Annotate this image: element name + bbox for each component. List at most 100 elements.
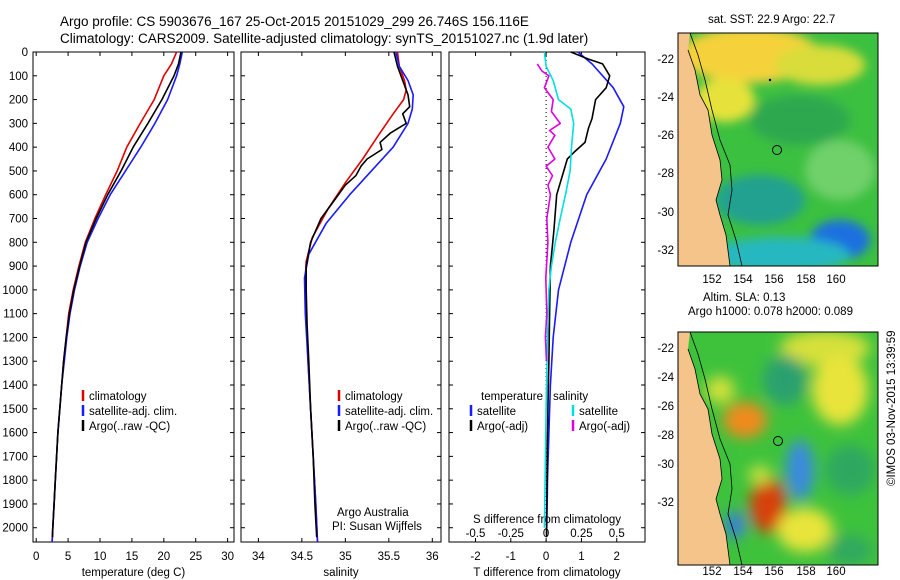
salinity-legend-label: satellite-adj. clim. xyxy=(345,406,433,418)
depth-tick-label: 600 xyxy=(9,190,28,202)
sla-map-title-1: Altim. SLA: 0.13 xyxy=(703,292,786,304)
sla-xtick: 152 xyxy=(702,566,721,578)
header-line-1: Argo profile: CS 5903676_167 25-Oct-2015… xyxy=(60,14,529,29)
depth-tick-label: 700 xyxy=(9,214,28,226)
difference-xtick-label: 0 xyxy=(543,551,549,563)
temperature-xtick-label: 25 xyxy=(189,551,202,563)
temperature-legend-label: Argo(..raw -QC) xyxy=(89,421,170,433)
depth-tick-label: 900 xyxy=(9,261,28,273)
sst-green-patch xyxy=(805,140,875,200)
depth-tick-label: 100 xyxy=(9,71,28,83)
sla-xtick: 160 xyxy=(826,566,845,578)
sla-ytick: -24 xyxy=(657,372,674,384)
temperature-xtick-label: 5 xyxy=(65,551,71,563)
sst-ytick: -24 xyxy=(657,92,674,104)
difference-top-tick-label: -0.25 xyxy=(498,528,524,540)
sst-warm-patch-2 xyxy=(775,45,865,85)
temperature-xlabel: temperature (deg C) xyxy=(82,567,186,579)
difference-frame xyxy=(448,51,646,543)
profile-plots: 0100200300400500600700800900100011001200… xyxy=(2,47,646,579)
depth-tick-label: 1500 xyxy=(2,404,28,416)
difference-xtick-label: -2 xyxy=(470,551,480,563)
sst-ytick: -32 xyxy=(657,245,674,257)
sla-high-patch-2 xyxy=(812,355,868,425)
temperature-xtick-label: 30 xyxy=(221,551,234,563)
salinity-xtick-label: 36 xyxy=(426,551,439,563)
sla-argo-location xyxy=(773,436,783,446)
temperature-series-climatology xyxy=(51,51,178,543)
depth-tick-label: 0 xyxy=(22,47,28,59)
depth-tick-label: 1900 xyxy=(2,499,28,511)
difference-legend-t-label: Argo(-adj) xyxy=(477,421,528,433)
sst-reef xyxy=(768,78,772,82)
difference-xtick-label: 2 xyxy=(614,551,620,563)
temperature-xtick-label: 20 xyxy=(157,551,170,563)
salinity-legend-label: climatology xyxy=(345,391,403,403)
depth-tick-label: 1600 xyxy=(2,428,28,440)
salinity-xlabel: salinity xyxy=(323,567,358,579)
difference-legend-t-title: temperature xyxy=(481,391,543,403)
sla-high-patch-6 xyxy=(777,508,833,552)
sla-low-patch-2 xyxy=(786,440,814,500)
difference-top-tick-label: -0.5 xyxy=(466,528,486,540)
depth-tick-label: 2000 xyxy=(2,523,28,535)
difference-top-tick-label: 0.5 xyxy=(609,528,625,540)
sla-high-patch-4 xyxy=(705,376,735,404)
credit-line-2: PI: Susan Wijffels xyxy=(332,521,422,533)
sla-coastline xyxy=(687,348,731,565)
sst-ytick: -22 xyxy=(657,54,674,66)
depth-tick-label: 1800 xyxy=(2,475,28,487)
depth-tick-label: 500 xyxy=(9,166,28,178)
sla-map: -22 -24 -26 -28 -30 -32 152 154 156 158 … xyxy=(657,331,879,578)
sst-argo-location xyxy=(772,145,782,155)
sst-ytick: -28 xyxy=(657,168,674,180)
sla-low-patch-3 xyxy=(825,445,875,495)
difference-xlabel: T difference from climatology xyxy=(473,567,620,579)
difference-legend-s-label: Argo(-adj) xyxy=(579,421,630,433)
sla-map-title-2: Argo h1000: 0.078 h2000: 0.089 xyxy=(688,306,853,318)
sst-cold-band xyxy=(710,237,850,266)
difference-series-t-satellite xyxy=(546,51,625,528)
depth-tick-label: 1200 xyxy=(2,332,28,344)
salinity-series-climatology xyxy=(304,51,407,543)
sla-ytick: -28 xyxy=(657,430,674,442)
difference-legend-s-label: satellite xyxy=(579,406,618,418)
salinity-series-satellite xyxy=(303,51,414,543)
salinity-series-argo xyxy=(305,51,411,538)
sst-warm-patch-3 xyxy=(695,78,755,122)
sst-contour xyxy=(689,33,743,266)
difference-series-s-argo xyxy=(536,63,561,362)
difference-legend-s-title: salinity xyxy=(553,391,588,403)
sla-xtick: 158 xyxy=(796,566,815,578)
depth-tick-label: 300 xyxy=(9,118,28,130)
depth-tick-label: 1300 xyxy=(2,356,28,368)
difference-xtick-label: -1 xyxy=(506,551,516,563)
credit-line-1: Argo Australia xyxy=(337,507,409,519)
difference-xtick-label: 1 xyxy=(578,551,584,563)
salinity-legend-label: Argo(..raw -QC) xyxy=(345,421,426,433)
depth-tick-label: 1400 xyxy=(2,380,28,392)
sst-ytick: -30 xyxy=(657,207,674,219)
sla-land xyxy=(678,332,730,565)
sla-contour xyxy=(689,332,743,565)
temperature-xtick-label: 15 xyxy=(126,551,139,563)
sla-ytick: -26 xyxy=(657,401,674,413)
difference-series-t-argo xyxy=(545,51,611,538)
copyright-stamp: ©IMOS 03-Nov-2015 13:39:59 xyxy=(886,330,898,486)
sst-map-title: sat. SST: 22.9 Argo: 22.7 xyxy=(708,14,836,26)
sst-map: -22 -24 -26 -28 -30 -32 152 154 156 158 … xyxy=(657,32,879,286)
difference-legend-t-label: satellite xyxy=(477,406,516,418)
sla-ytick: -30 xyxy=(657,459,674,471)
salinity-xtick-label: 34 xyxy=(252,551,265,563)
sst-map-frame xyxy=(677,32,879,267)
depth-tick-label: 800 xyxy=(9,237,28,249)
temperature-xtick-label: 10 xyxy=(94,551,107,563)
sla-ytick: -22 xyxy=(657,343,674,355)
temperature-legend-label: climatology xyxy=(89,391,147,403)
sst-xtick: 154 xyxy=(733,274,753,286)
depth-tick-label: 1100 xyxy=(3,309,28,321)
sst-land xyxy=(678,33,730,266)
sla-xtick: 156 xyxy=(764,566,783,578)
sst-ytick: -26 xyxy=(657,130,674,142)
temperature-series-argo xyxy=(51,51,182,538)
